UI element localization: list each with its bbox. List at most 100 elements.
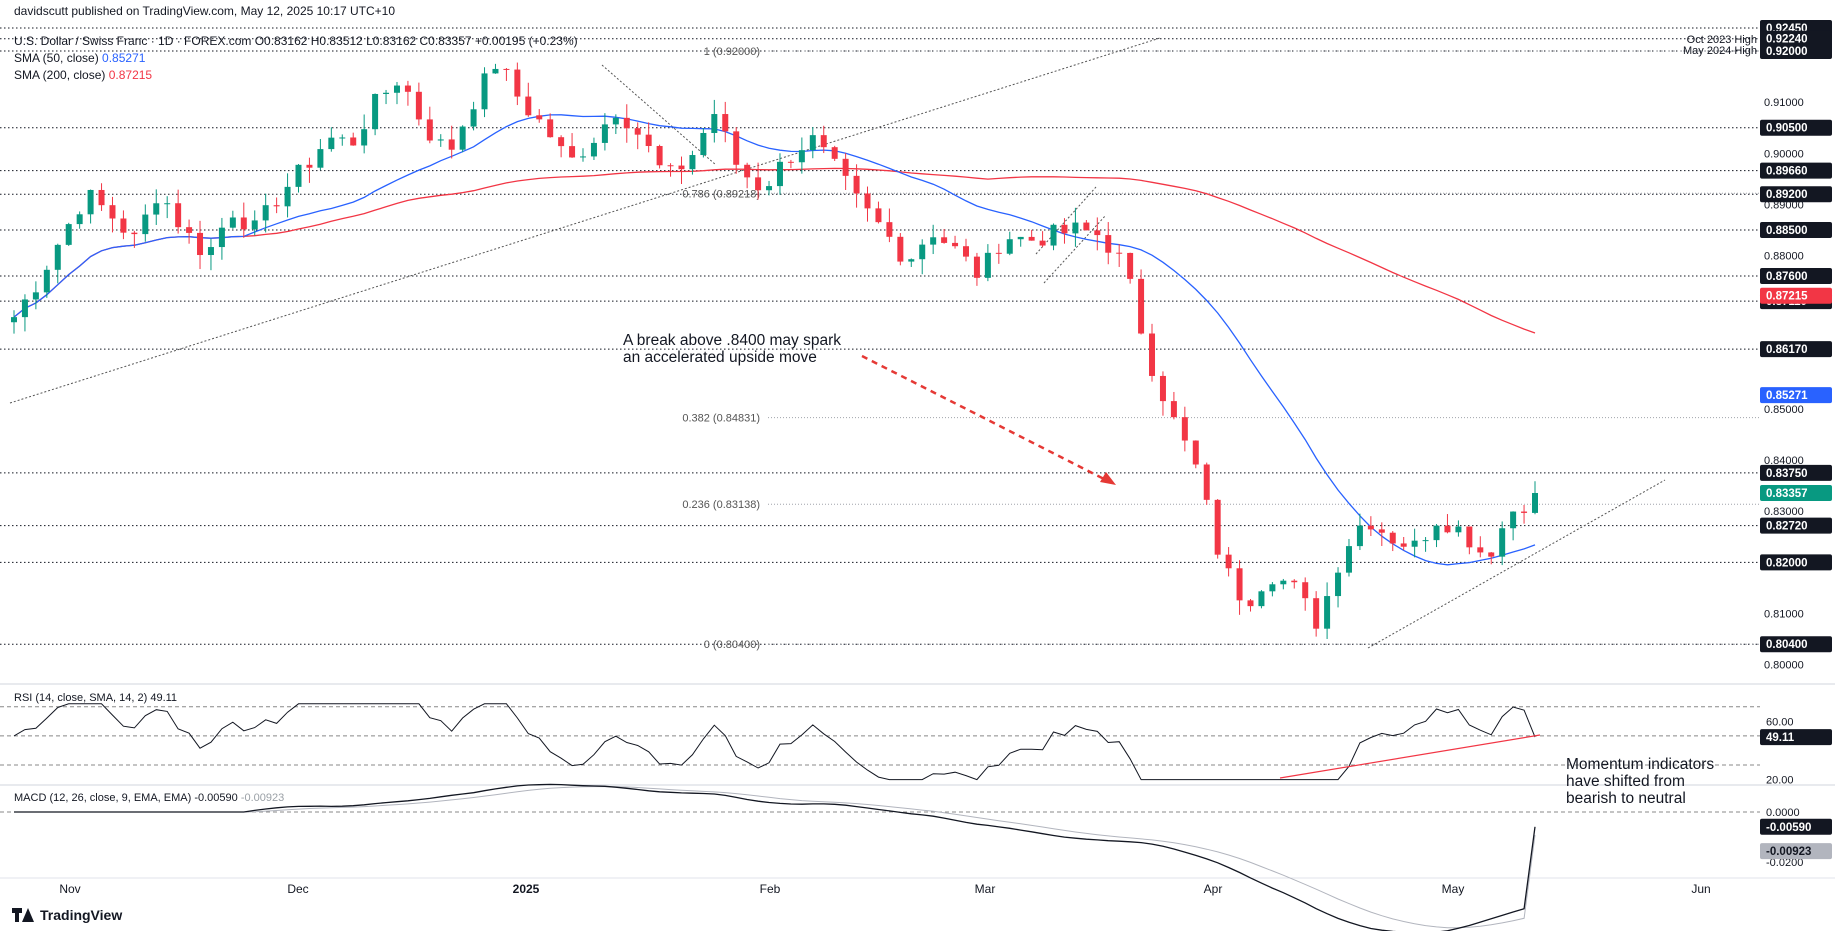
- candle-body: [481, 73, 488, 110]
- fibonacci-levels: 1 (0.92000) 0.786 (0.89218) 0.382 (0.84831…: [682, 46, 1760, 651]
- candle-body: [426, 119, 433, 141]
- rsi-legend[interactable]: RSI (14, close, SMA, 14, 2) 49.11: [14, 692, 177, 704]
- macd-line: [14, 783, 1536, 931]
- candle-body: [1181, 417, 1188, 441]
- candle-body: [995, 252, 1002, 254]
- candle-body: [109, 205, 116, 219]
- candle-body: [1214, 499, 1221, 555]
- time-axis-label: 2025: [513, 882, 540, 896]
- candle-body: [809, 135, 816, 151]
- candle-body: [65, 224, 72, 245]
- tradingview-logo-icon: [12, 908, 34, 922]
- time-axis-label: Feb: [760, 882, 781, 896]
- candle-body: [962, 246, 969, 257]
- candle-body: [218, 227, 225, 248]
- rsi-legend-value: 49.11: [150, 692, 178, 704]
- candle-body: [820, 135, 827, 148]
- candle-body: [525, 96, 532, 116]
- rsi-line: [13, 703, 1536, 781]
- time-axis[interactable]: Nov Dec 2025 Feb Mar Apr May Jun: [59, 882, 1710, 896]
- sma200-line: [13, 167, 1536, 334]
- candle-body: [755, 177, 762, 191]
- rsi-label: RSI (14, close, SMA, 14, 2): [14, 692, 148, 704]
- macd-label: MACD (12, 26, close, 9, EMA, EMA): [14, 792, 192, 804]
- candle-body: [11, 317, 17, 323]
- candle-body: [1116, 252, 1123, 254]
- candle-body: [153, 203, 160, 215]
- rsi-value-tag-label: 49.11: [1766, 732, 1795, 744]
- candle-body: [1017, 236, 1024, 240]
- may-2024-high-label: May 2024 High: [1683, 45, 1757, 57]
- candle-body: [952, 242, 959, 247]
- candle-body: [656, 146, 663, 166]
- candle-body: [284, 186, 291, 207]
- candle-body: [700, 132, 707, 156]
- candle-body: [415, 91, 422, 120]
- momentum-annotation-line2: have shifted from: [1566, 773, 1685, 790]
- candle-body: [645, 134, 652, 147]
- tradingview-logo[interactable]: TradingView: [12, 907, 122, 923]
- candle-body: [897, 236, 904, 262]
- candle-body: [722, 114, 729, 132]
- price-axis-label: 0.80000: [1764, 660, 1804, 672]
- candle-body: [558, 137, 565, 147]
- candle-body: [601, 124, 608, 143]
- symbol-ohlc-line: U.S. Dollar / Swiss Franc · 1D · FOREX.c…: [14, 34, 578, 48]
- sma200-label: SMA (200, close): [14, 68, 106, 82]
- candle-body: [590, 142, 597, 157]
- fib-label: 0.236 (0.83138): [682, 499, 760, 511]
- trend-line: [9, 37, 1161, 404]
- macd-legend[interactable]: MACD (12, 26, close, 9, EMA, EMA) -0.005…: [14, 792, 284, 804]
- candle-body: [1477, 547, 1484, 553]
- price-axis-label: 0.81000: [1764, 609, 1804, 621]
- candle-body: [437, 139, 444, 141]
- level-tag: [1760, 221, 1832, 238]
- candle-body: [1061, 224, 1068, 234]
- sma200-value: 0.87215: [108, 68, 153, 82]
- candle-body: [919, 244, 926, 260]
- price-axis-label: 0.89000: [1764, 199, 1804, 211]
- candle-body: [623, 117, 630, 129]
- candle-body: [1444, 525, 1451, 533]
- candle-body: [1192, 440, 1199, 465]
- candle-body: [1105, 235, 1112, 253]
- level-tag-label: 0.90500: [1766, 123, 1808, 135]
- candle-body: [776, 161, 783, 187]
- level-tag: [1760, 162, 1832, 179]
- momentum-annotation: Momentum indicators have shifted from be…: [1566, 756, 1714, 807]
- candle-body: [1521, 511, 1528, 513]
- candle-body: [1203, 464, 1210, 500]
- sma50-legend[interactable]: SMA (50, close) 0.85271: [14, 51, 145, 65]
- candle-body: [1138, 278, 1145, 334]
- trend-line: [1035, 186, 1097, 255]
- candle-body: [547, 119, 554, 138]
- sma200-legend[interactable]: SMA (200, close) 0.87215: [14, 68, 152, 82]
- macd-signal-tag: [1760, 843, 1832, 860]
- price-tag: [1760, 287, 1832, 304]
- candle-body: [76, 214, 83, 225]
- candle-body: [350, 137, 357, 146]
- candle-body: [1324, 596, 1331, 629]
- candle-body: [207, 247, 214, 256]
- trend-line: [601, 64, 717, 166]
- candle-body: [1149, 333, 1156, 376]
- candle-body: [175, 203, 182, 228]
- time-axis-label: Jun: [1691, 882, 1710, 896]
- price-axis-label: 0.90000: [1764, 148, 1804, 160]
- candle-body: [536, 115, 543, 120]
- macd-axis-label: 0.0000: [1766, 807, 1800, 819]
- price-axis-label: 0.88000: [1764, 251, 1804, 263]
- candle-body: [678, 165, 685, 170]
- level-tag-label: 0.92240: [1766, 34, 1808, 46]
- candle-body: [131, 232, 138, 235]
- candle-body: [1258, 591, 1265, 607]
- candlesticks: [11, 62, 1538, 639]
- price-axis[interactable]: 0.91000 0.90000 0.89000 0.88000 0.85000 0.840…: [1760, 20, 1832, 869]
- candle-body: [404, 85, 411, 92]
- macd-value-tag-label: -0.00590: [1766, 822, 1811, 834]
- breakout-annotation-line2: an accelerated upside move: [623, 349, 817, 366]
- candle-body: [1389, 532, 1396, 544]
- trend-lines: [9, 37, 1666, 649]
- candle-body: [1039, 240, 1046, 246]
